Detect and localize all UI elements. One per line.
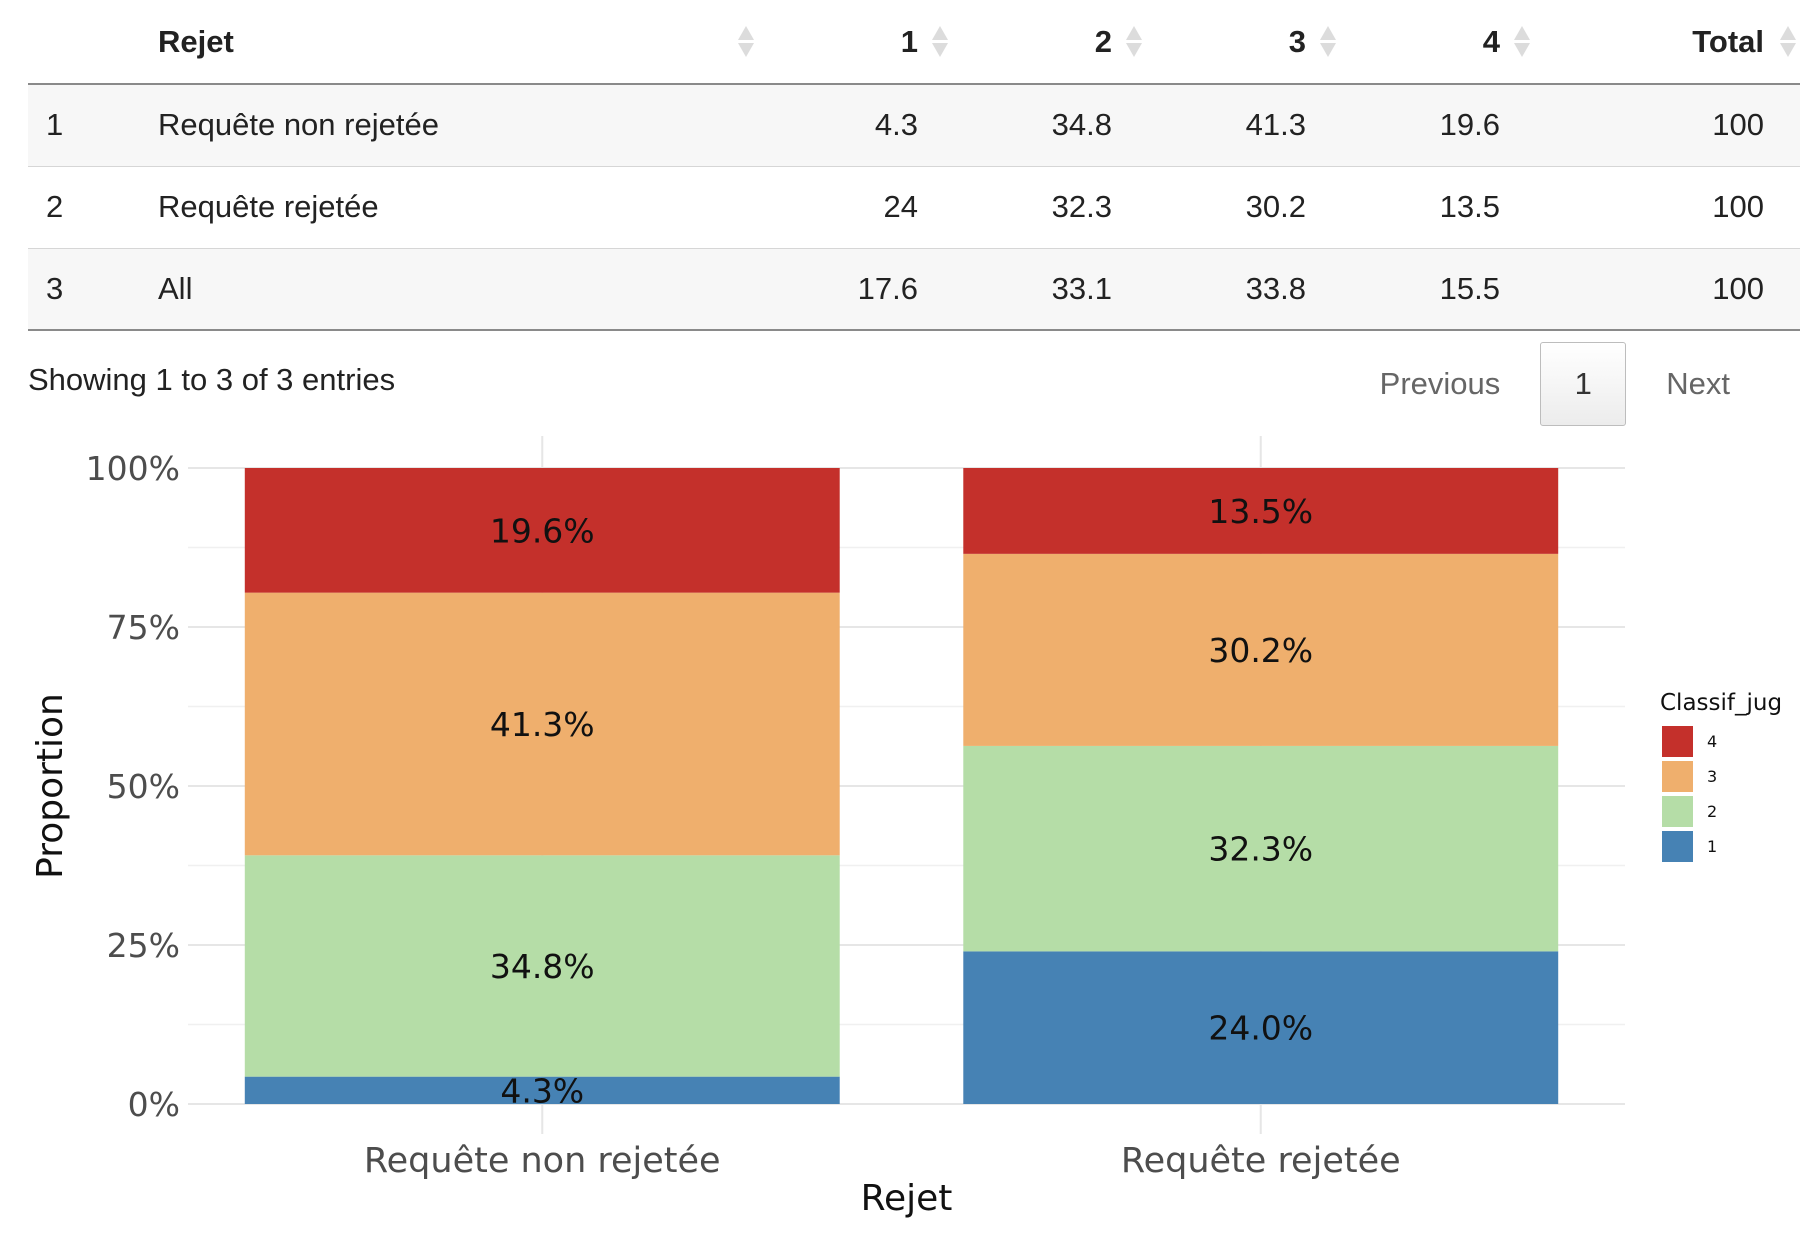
page-button-current[interactable]: 1 [1540,342,1627,426]
cell-4: 15.5 [1340,248,1534,331]
cell-2: 33.1 [952,248,1146,331]
col-header-label: Rejet [158,23,234,59]
bar-segment [963,468,1559,554]
sort-icon[interactable] [1126,24,1142,60]
table-row: 2 Requête rejetée 24 32.3 30.2 13.5 100 [28,166,1800,249]
legend-label: 3 [1707,767,1717,786]
cell-1: 24 [758,166,952,249]
cell-rejet: Requête rejetée [158,166,758,249]
data-label: 4.3% [500,1071,584,1110]
legend-label: 1 [1707,837,1717,856]
cell-2: 34.8 [952,84,1146,167]
y-axis-title: Proportion [30,693,71,879]
x-tick-label: Requête rejetée [1121,1141,1401,1181]
bar-segment [963,553,1559,746]
col-header-2[interactable]: 2 [952,0,1146,85]
table-row: 3 All 17.6 33.1 33.8 15.5 100 [28,248,1800,331]
bar-segment [963,951,1559,1104]
legend-swatch [1662,831,1693,862]
col-header-1[interactable]: 1 [758,0,952,85]
next-button[interactable]: Next [1666,366,1730,401]
col-header-label: 2 [1094,23,1112,59]
cell-rejet: Requête non rejetée [158,84,758,167]
data-table-container: Rejet 1 2 3 4 [28,0,1800,331]
cell-rejet: All [158,248,758,331]
cell-index: 1 [28,84,158,167]
y-tick-label: 0% [128,1085,180,1124]
sort-icon[interactable] [1780,24,1796,60]
legend-label: 2 [1707,802,1717,821]
table-info: Showing 1 to 3 of 3 entries [28,362,396,397]
data-label: 13.5% [1208,492,1313,531]
data-label: 34.8% [490,947,595,986]
cell-4: 19.6 [1340,84,1534,167]
pagination: Previous 1 Next [1340,342,1770,426]
col-header-label: Total [1692,23,1764,59]
sort-icon[interactable] [1320,24,1336,60]
y-tick-label: 25% [107,926,180,965]
cell-total: 100 [1534,84,1800,167]
legend-swatch [1662,726,1693,757]
previous-button[interactable]: Previous [1379,366,1501,401]
col-header-index [28,0,158,85]
cell-index: 2 [28,166,158,249]
y-tick-label: 100% [86,449,180,488]
stacked-bar-chart: 0% 25% 50% 75% 100% 4.3% 34.8% 41.3% 19.6% Requêt… [30,436,1782,1219]
data-table: Rejet 1 2 3 4 [28,0,1800,331]
bar-segment [244,592,840,856]
table-row: 1 Requête non rejetée 4.3 34.8 41.3 19.6… [28,84,1800,167]
cell-4: 13.5 [1340,166,1534,249]
cell-2: 32.3 [952,166,1146,249]
data-label: 41.3% [490,705,595,744]
cell-1: 4.3 [758,84,952,167]
data-label: 24.0% [1208,1009,1313,1048]
bar-segment [244,468,840,593]
y-tick-label: 75% [107,608,180,647]
legend-swatch [1662,796,1693,827]
cell-index: 3 [28,248,158,331]
col-header-total[interactable]: Total [1534,0,1800,85]
cell-total: 100 [1534,166,1800,249]
col-header-rejet[interactable]: Rejet [158,0,758,85]
x-tick-label: Requête non rejetée [364,1141,721,1181]
sort-icon[interactable] [1514,24,1530,60]
bar-segment [963,745,1559,952]
data-label: 19.6% [490,511,595,550]
legend-title: Classif_jug [1660,690,1782,716]
cell-3: 41.3 [1146,84,1340,167]
bar-segment [244,1076,840,1104]
cell-total: 100 [1534,248,1800,331]
col-header-4[interactable]: 4 [1340,0,1534,85]
legend-label: 4 [1707,732,1717,751]
col-header-label: 3 [1288,23,1306,59]
data-label: 30.2% [1208,631,1313,670]
bar-segment [244,855,840,1077]
col-header-label: 1 [900,23,918,59]
cell-1: 17.6 [758,248,952,331]
data-label: 32.3% [1208,830,1313,869]
cell-3: 33.8 [1146,248,1340,331]
col-header-label: 4 [1482,23,1500,59]
x-axis-title: Rejet [861,1178,953,1219]
legend-swatch [1662,761,1693,792]
y-tick-label: 50% [107,767,180,806]
table-header-row: Rejet 1 2 3 4 [28,0,1800,85]
col-header-3[interactable]: 3 [1146,0,1340,85]
sort-icon[interactable] [738,24,754,60]
sort-icon[interactable] [932,24,948,60]
cell-3: 30.2 [1146,166,1340,249]
